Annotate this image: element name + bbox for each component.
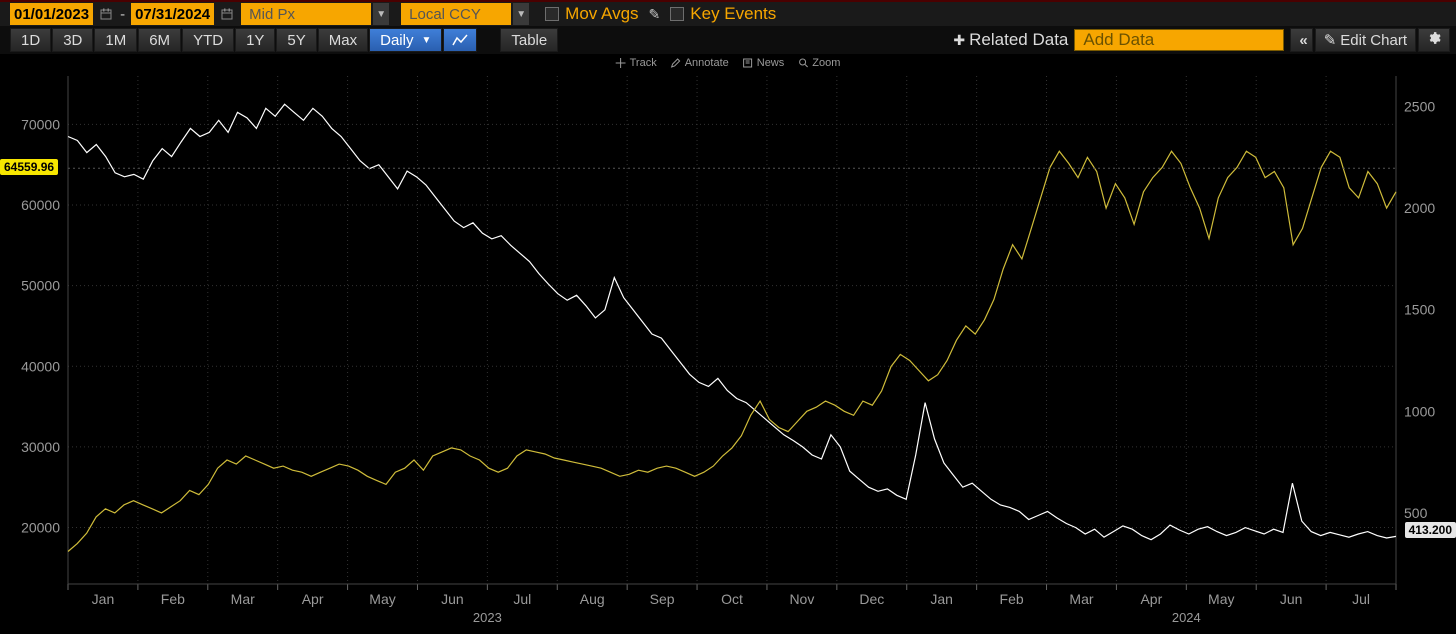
- chevron-down-icon[interactable]: ▼: [513, 3, 529, 25]
- zoom-label: Zoom: [812, 57, 840, 69]
- news-icon: [743, 58, 753, 68]
- svg-text:May: May: [369, 591, 395, 607]
- right-axis-value-badge: 413.200: [1405, 522, 1456, 538]
- svg-text:500: 500: [1404, 505, 1428, 521]
- svg-text:Sep: Sep: [650, 591, 675, 607]
- svg-text:Apr: Apr: [1140, 591, 1162, 607]
- collapse-button[interactable]: «: [1290, 28, 1312, 52]
- crosshair-icon: [616, 58, 626, 68]
- pencil-icon: [671, 58, 681, 68]
- svg-text:Aug: Aug: [580, 591, 605, 607]
- key-events-toggle[interactable]: Key Events: [670, 4, 776, 24]
- track-tool[interactable]: Track: [616, 57, 657, 69]
- svg-text:2024: 2024: [1172, 610, 1201, 625]
- svg-text:30000: 30000: [21, 439, 60, 455]
- chevrons-left-icon: «: [1299, 32, 1303, 49]
- svg-text:Jun: Jun: [1280, 591, 1303, 607]
- track-label: Track: [630, 57, 657, 69]
- svg-text:Jul: Jul: [513, 591, 531, 607]
- date-range-sep: -: [116, 6, 129, 23]
- period-button-max[interactable]: Max: [318, 28, 368, 52]
- topbar: 01/01/2023 - 07/31/2024 Mid Px ▼ Local C…: [0, 0, 1456, 26]
- left-axis-value-badge: 64559.96: [0, 159, 58, 175]
- svg-text:50000: 50000: [21, 278, 60, 294]
- chart-mini-toolbar: Track Annotate News Zoom: [616, 54, 841, 72]
- pencil-icon[interactable]: ✎: [649, 6, 661, 23]
- chart-area[interactable]: Track Annotate News Zoom 20000 30000 40000…: [0, 54, 1456, 634]
- chevron-down-icon: ▼: [421, 35, 431, 46]
- period-button-1d[interactable]: 1D: [10, 28, 51, 52]
- annotate-tool[interactable]: Annotate: [671, 57, 729, 69]
- calendar-icon[interactable]: [98, 5, 114, 23]
- magnifier-icon: [798, 58, 808, 68]
- edit-chart-label: Edit Chart: [1340, 32, 1407, 49]
- svg-text:20000: 20000: [21, 520, 60, 536]
- svg-text:Jul: Jul: [1352, 591, 1370, 607]
- annotate-label: Annotate: [685, 57, 729, 69]
- svg-text:Nov: Nov: [789, 591, 814, 607]
- frequency-select[interactable]: Daily ▼: [369, 28, 442, 52]
- related-data-label: Related Data: [969, 30, 1068, 50]
- svg-text:Feb: Feb: [1000, 591, 1024, 607]
- svg-text:2500: 2500: [1404, 98, 1435, 114]
- frequency-label: Daily: [380, 32, 413, 49]
- add-data-input[interactable]: Add Data: [1074, 29, 1284, 51]
- news-tool[interactable]: News: [743, 57, 785, 69]
- chevron-down-icon[interactable]: ▼: [373, 3, 389, 25]
- plus-icon: ✚: [953, 32, 965, 49]
- chart-svg: 20000 30000 40000 50000 60000 70000 500 1000 150…: [0, 54, 1456, 634]
- svg-text:Jan: Jan: [92, 591, 115, 607]
- svg-text:Jun: Jun: [441, 591, 464, 607]
- gear-icon: [1427, 31, 1441, 49]
- calendar-icon[interactable]: [219, 5, 235, 23]
- svg-text:Oct: Oct: [721, 591, 743, 607]
- svg-text:40000: 40000: [21, 358, 60, 374]
- svg-text:May: May: [1208, 591, 1234, 607]
- toolbar: 1D3D1M6MYTD1Y5YMax Daily ▼ Table ✚ Relat…: [0, 26, 1456, 54]
- svg-text:Dec: Dec: [859, 591, 884, 607]
- edit-chart-button[interactable]: ✎ Edit Chart: [1315, 28, 1416, 52]
- mov-avgs-toggle[interactable]: Mov Avgs ✎: [545, 4, 660, 24]
- svg-text:2000: 2000: [1404, 200, 1435, 216]
- checkbox-icon: [670, 7, 684, 21]
- price-field-select[interactable]: Mid Px: [241, 3, 371, 25]
- svg-text:Apr: Apr: [302, 591, 324, 607]
- period-button-5y[interactable]: 5Y: [276, 28, 316, 52]
- date-to[interactable]: 07/31/2024: [131, 3, 214, 25]
- key-events-label: Key Events: [690, 4, 776, 24]
- checkbox-icon: [545, 7, 559, 21]
- mov-avgs-label: Mov Avgs: [565, 4, 638, 24]
- svg-text:60000: 60000: [21, 197, 60, 213]
- ccy-select[interactable]: Local CCY: [401, 3, 511, 25]
- date-from[interactable]: 01/01/2023: [10, 3, 93, 25]
- news-label: News: [757, 57, 785, 69]
- period-button-1m[interactable]: 1M: [94, 28, 137, 52]
- period-button-6m[interactable]: 6M: [138, 28, 181, 52]
- table-button[interactable]: Table: [500, 28, 558, 52]
- svg-text:1500: 1500: [1404, 302, 1435, 318]
- period-button-3d[interactable]: 3D: [52, 28, 93, 52]
- related-data-button[interactable]: ✚ Related Data: [953, 30, 1068, 50]
- svg-text:2023: 2023: [473, 610, 502, 625]
- svg-text:1000: 1000: [1404, 403, 1435, 419]
- svg-text:Feb: Feb: [161, 591, 185, 607]
- svg-text:Mar: Mar: [1069, 591, 1093, 607]
- period-button-1y[interactable]: 1Y: [235, 28, 275, 52]
- pencil-icon: ✎: [1324, 31, 1337, 49]
- zoom-tool[interactable]: Zoom: [798, 57, 840, 69]
- chart-type-button[interactable]: [443, 28, 477, 52]
- svg-text:Jan: Jan: [930, 591, 953, 607]
- svg-text:Mar: Mar: [231, 591, 255, 607]
- settings-button[interactable]: [1418, 28, 1450, 52]
- svg-text:70000: 70000: [21, 116, 60, 132]
- period-button-ytd[interactable]: YTD: [182, 28, 234, 52]
